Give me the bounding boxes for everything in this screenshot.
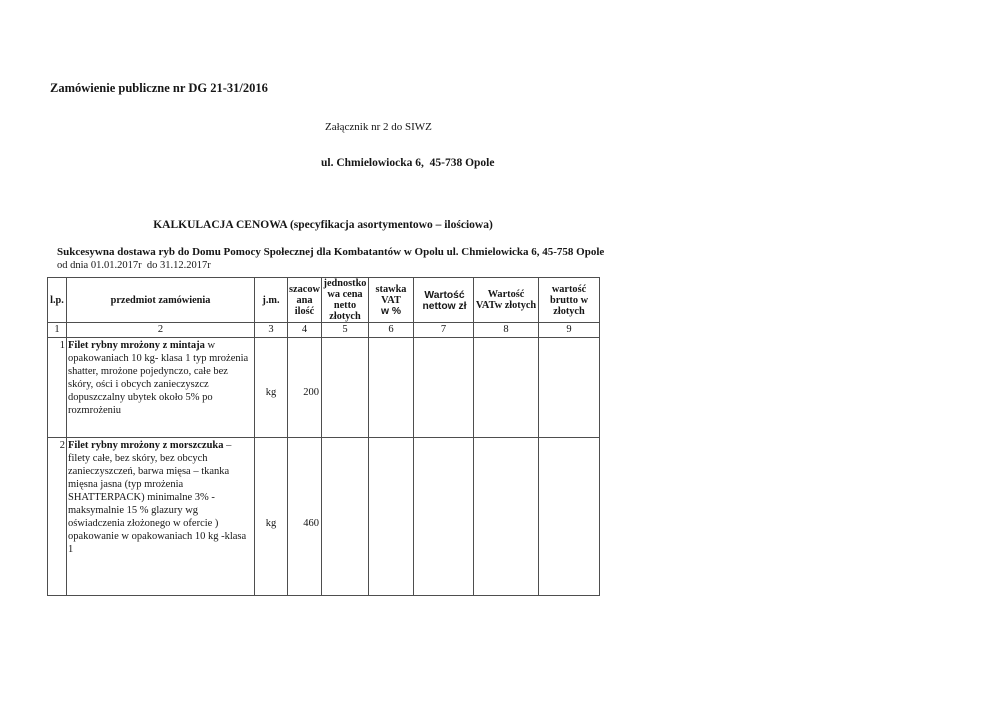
column-number-row: 1 2 3 4 5 6 7 8 9 xyxy=(47,322,600,338)
column-number-cell: 4 xyxy=(287,322,322,338)
vat-value-cell xyxy=(473,337,539,438)
table-header-row: l.p. przedmiot zamówienia j.m. szacow an… xyxy=(47,277,600,323)
column-number-cell: 3 xyxy=(254,322,288,338)
attachment-label: Załącznik nr 2 do SIWZ xyxy=(325,121,432,133)
col-header-lp: l.p. xyxy=(47,277,67,323)
item-name: Filet rybny mrożony z morszczuka xyxy=(68,440,224,451)
vat-value-cell xyxy=(473,437,539,596)
vat-rate-cell xyxy=(368,337,414,438)
quantity-cell: 200 xyxy=(287,337,322,438)
column-number-cell: 5 xyxy=(321,322,369,338)
item-description-cell: Filet rybny mrożony z morszczuka – filet… xyxy=(66,437,255,596)
column-number-cell: 7 xyxy=(413,322,474,338)
col-header-vat-rate: stawka VAT w % xyxy=(368,277,414,323)
item-name: Filet rybny mrożony z mintaja xyxy=(68,340,205,351)
row-number-cell: 1 xyxy=(47,337,67,438)
col-header-item: przedmiot zamówienia xyxy=(66,277,255,323)
row-number-cell: 2 xyxy=(47,437,67,596)
unit-cell: kg xyxy=(254,337,288,438)
col-header-unit-net-price: jednostko wa cena netto złotych xyxy=(321,277,369,323)
vat-rate-label-serif: stawka VAT xyxy=(375,283,407,306)
procurement-number: Zamówienie publiczne nr DG 21-31/2016 xyxy=(50,81,268,95)
net-value-cell xyxy=(413,337,474,438)
item-description-cell: Filet rybny mrożony z mintaja w opakowan… xyxy=(66,337,255,438)
col-header-unit: j.m. xyxy=(254,277,288,323)
gross-value-cell xyxy=(538,337,600,438)
net-value-cell xyxy=(413,437,474,596)
quantity-cell: 460 xyxy=(287,437,322,596)
document-title: KALKULACJA CENOWA (specyfikacja asortyme… xyxy=(153,219,493,231)
column-number-cell: 9 xyxy=(538,322,600,338)
unit-net-price-cell xyxy=(321,437,369,596)
column-number-cell: 8 xyxy=(473,322,539,338)
unit-net-price-cell xyxy=(321,337,369,438)
unit-cell: kg xyxy=(254,437,288,596)
document-subtitle: Sukcesywna dostawa ryb do Domu Pomocy Sp… xyxy=(57,246,605,258)
address-line: ul. Chmielowiocka 6, 45-738 Opole xyxy=(321,157,495,169)
vat-rate-cell xyxy=(368,437,414,596)
col-header-net-value: Wartość nettow zł xyxy=(413,277,474,323)
column-number-cell: 1 xyxy=(47,322,67,338)
col-header-vat-value: Wartość VATw złotych xyxy=(473,277,539,323)
col-header-gross-value: wartość brutto w złotych xyxy=(538,277,600,323)
gross-value-cell xyxy=(538,437,600,596)
vat-rate-label-sans: w % xyxy=(380,305,402,317)
calculation-table: l.p. przedmiot zamówienia j.m. szacow an… xyxy=(47,277,600,596)
column-number-cell: 2 xyxy=(66,322,255,338)
item-details: w opakowaniach 10 kg- klasa 1 typ mrożen… xyxy=(68,340,249,416)
column-number-cell: 6 xyxy=(368,322,414,338)
date-range: od dnia 01.01.2017r do 31.12.2017r xyxy=(57,260,211,271)
table-row: 1 Filet rybny mrożony z mintaja w opakow… xyxy=(47,337,600,438)
col-header-estimated-qty: szacow ana ilość xyxy=(287,277,322,323)
item-details: – filety całe, bez skóry, bez obcych zan… xyxy=(68,440,247,555)
table-row: 2 Filet rybny mrożony z morszczuka – fil… xyxy=(47,437,600,596)
